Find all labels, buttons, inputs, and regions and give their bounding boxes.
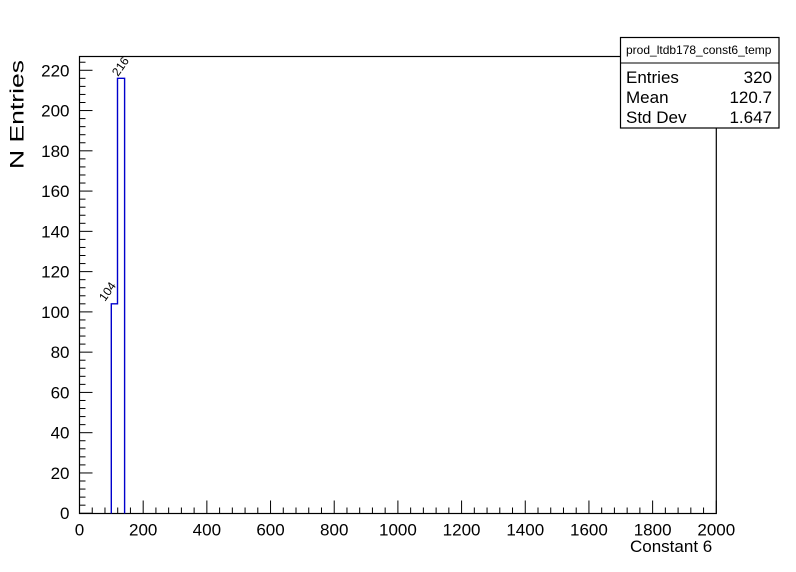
svg-text:Std Dev: Std Dev xyxy=(626,108,687,127)
svg-text:140: 140 xyxy=(41,222,69,241)
svg-text:60: 60 xyxy=(51,383,70,402)
svg-text:120: 120 xyxy=(41,263,69,282)
svg-text:600: 600 xyxy=(256,521,284,540)
svg-text:0: 0 xyxy=(60,504,69,523)
svg-text:1000: 1000 xyxy=(379,521,417,540)
svg-text:100: 100 xyxy=(41,303,69,322)
svg-text:1400: 1400 xyxy=(506,521,544,540)
svg-text:800: 800 xyxy=(320,521,348,540)
svg-text:200: 200 xyxy=(129,521,157,540)
svg-text:216: 216 xyxy=(109,54,132,79)
svg-text:400: 400 xyxy=(193,521,221,540)
svg-text:1.647: 1.647 xyxy=(729,108,772,127)
svg-text:320: 320 xyxy=(744,68,772,87)
svg-text:prod_ltdb178_const6_temp: prod_ltdb178_const6_temp xyxy=(626,43,772,57)
svg-text:160: 160 xyxy=(41,182,69,201)
svg-text:104: 104 xyxy=(96,279,119,304)
svg-text:200: 200 xyxy=(41,102,69,121)
svg-text:80: 80 xyxy=(51,343,70,362)
svg-text:1200: 1200 xyxy=(443,521,481,540)
svg-text:Entries: Entries xyxy=(626,68,679,87)
svg-text:20: 20 xyxy=(51,464,70,483)
svg-text:180: 180 xyxy=(41,142,69,161)
svg-text:120.7: 120.7 xyxy=(729,88,772,107)
svg-text:1600: 1600 xyxy=(570,521,608,540)
svg-text:Constant 6: Constant 6 xyxy=(630,537,712,556)
svg-text:220: 220 xyxy=(41,61,69,80)
svg-text:40: 40 xyxy=(51,424,70,443)
svg-text:Mean: Mean xyxy=(626,88,669,107)
svg-text:0: 0 xyxy=(75,521,84,540)
svg-text:N Entries: N Entries xyxy=(8,60,29,169)
